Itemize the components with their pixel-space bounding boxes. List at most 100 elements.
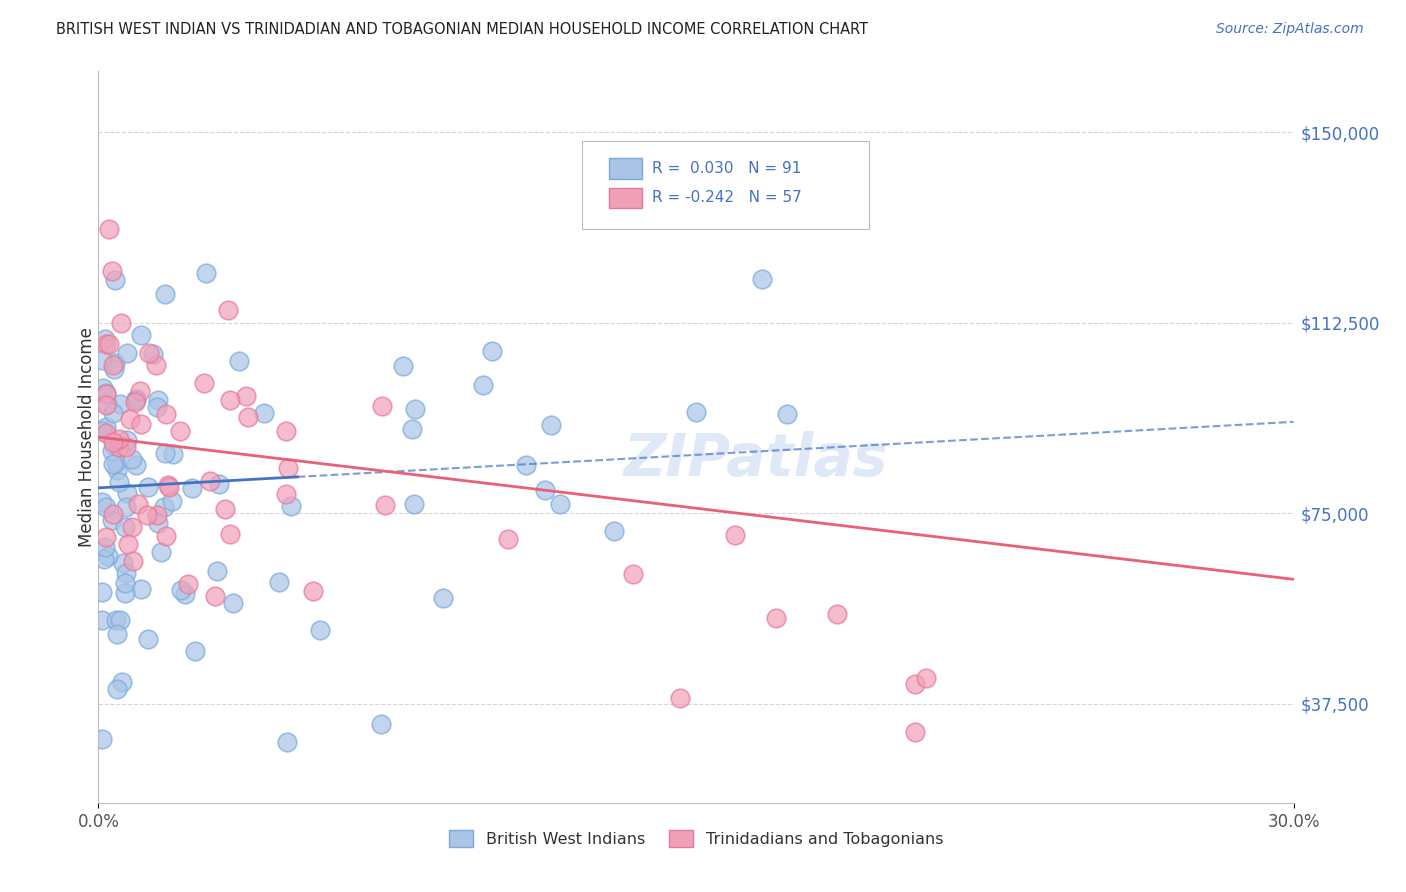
Point [214,502,236,516]
Point [94,386,117,401]
Point [222,595,245,609]
Point [157,478,180,492]
Point [472,378,495,392]
Point [136,480,159,494]
Point [276,487,298,501]
Point [114,500,136,514]
Text: BRITISH WEST INDIAN VS TRINIDADIAN AND TOBAGONIAN MEDIAN HOUSEHOLD INCOME CORREL: BRITISH WEST INDIAN VS TRINIDADIAN AND T… [56,22,869,37]
Point [177,576,200,591]
Point [97,549,120,564]
Point [114,576,136,591]
Point [101,458,124,472]
Point [114,440,136,454]
Point [236,409,259,424]
Point [621,566,644,581]
Point [276,460,298,475]
Point [125,458,148,472]
Point [146,516,169,530]
Point [105,455,128,469]
Point [218,527,240,541]
Point [155,407,177,421]
Text: ZIPatlas: ZIPatlas [623,431,889,488]
Point [373,498,395,512]
Point [155,529,177,543]
Point [180,481,202,495]
Point [108,440,131,454]
Point [93,552,115,566]
Point [146,401,169,415]
Point [136,508,159,523]
Point [127,497,149,511]
Point [685,404,707,418]
Point [276,735,298,749]
Point [155,287,177,301]
Point [97,337,120,351]
Point [153,500,176,515]
Point [915,671,938,685]
Point [207,564,229,578]
Point [96,500,118,515]
Point [309,624,332,638]
Point [534,483,557,497]
Point [207,477,229,491]
Point [129,417,152,431]
Legend: British West Indians, Trinidadians and Tobagonians: British West Indians, Trinidadians and T… [443,824,949,854]
Point [96,530,118,544]
Point [118,411,141,425]
Point [117,537,139,551]
Point [274,425,297,439]
Point [904,677,927,691]
Point [105,463,128,477]
Point [105,626,128,640]
Point [114,520,136,534]
Point [401,422,423,436]
Point [825,607,848,622]
Point [101,444,124,458]
Point [267,575,290,590]
Point [100,513,122,527]
Point [108,397,131,411]
Point [145,358,167,372]
Point [195,266,218,280]
Point [98,222,121,236]
Point [103,439,125,453]
Text: Source: ZipAtlas.com: Source: ZipAtlas.com [1216,22,1364,37]
Point [96,426,118,441]
Point [91,495,114,509]
Point [904,724,927,739]
Point [200,474,222,488]
Point [162,447,184,461]
Point [170,582,193,597]
Point [515,458,537,473]
Point [302,583,325,598]
Point [751,272,773,286]
Point [91,613,114,627]
Point [402,497,425,511]
Point [669,691,692,706]
Point [110,316,132,330]
Point [96,337,118,351]
Point [117,433,139,447]
Point [101,358,124,372]
Point [91,424,114,438]
Point [193,376,215,390]
Point [104,356,127,370]
Point [101,507,124,521]
Point [115,486,138,500]
Point [160,494,183,508]
Point [91,353,114,368]
Point [108,432,131,446]
Point [481,343,503,358]
Point [169,425,191,439]
Point [115,346,138,360]
Point [235,389,257,403]
Bar [609,187,643,208]
Point [217,303,239,318]
Point [104,273,127,287]
Bar [609,159,643,179]
Point [105,681,128,696]
Point [204,590,226,604]
Point [174,587,197,601]
Point [96,387,118,401]
Point [404,401,426,416]
